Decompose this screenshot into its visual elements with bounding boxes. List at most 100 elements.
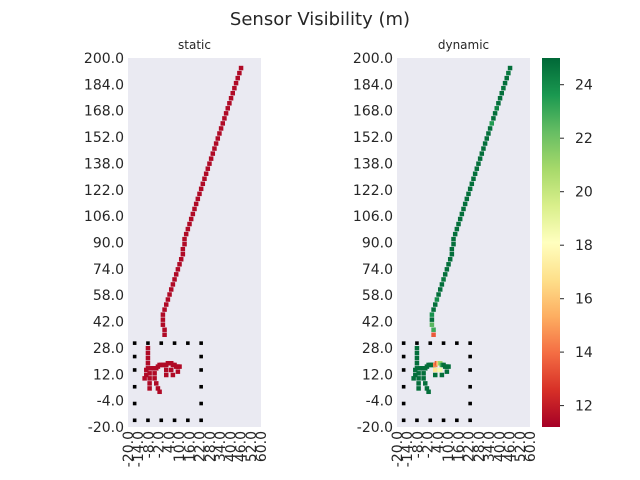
heatmap-cell: [182, 241, 187, 247]
marker-point: [186, 418, 190, 423]
heatmap-cell: [172, 277, 177, 282]
marker-point: [132, 368, 137, 372]
y-tick-label: 152.0: [353, 130, 393, 146]
marker-point: [199, 384, 203, 389]
x-tick-label: -2.0: [421, 431, 437, 458]
heatmap-cell: [494, 106, 499, 111]
heatmap-cell: [491, 116, 496, 121]
heatmap-cell: [145, 355, 151, 361]
marker-point: [132, 401, 137, 406]
marker-point: [159, 341, 164, 345]
heatmap-cell: [225, 106, 230, 111]
heatmap-cell: [145, 345, 151, 351]
heatmap-cell: [230, 90, 235, 96]
marker-point: [468, 368, 472, 372]
heatmap-cell: [180, 251, 186, 257]
y-tick-label: 28.0: [362, 341, 393, 357]
heatmap-cell: [469, 181, 475, 187]
x-tick-label: 52.0: [513, 431, 529, 462]
y-tick-label: 58.0: [93, 288, 124, 304]
heatmap-cell: [144, 367, 149, 373]
heatmap-cell: [215, 136, 221, 141]
dynamic-panel-title: dynamic: [438, 38, 489, 52]
y-tick-label: -20.0: [88, 420, 124, 436]
heatmap-cell: [168, 287, 174, 292]
y-tick-label: 28.0: [93, 341, 124, 357]
x-tick-label: -14.0: [400, 431, 416, 467]
heatmap-cell: [152, 371, 157, 376]
heatmap-cell: [213, 141, 219, 146]
heatmap-cell: [182, 236, 187, 242]
heatmap-cell: [432, 302, 438, 307]
y-tick-label: 58.0: [362, 288, 393, 304]
heatmap-cell: [476, 161, 481, 166]
dynamic-y-ticks: 200.0 184.0 168.0 152.0 138.0 122.0 106.0 90.0 7…: [353, 51, 393, 436]
heatmap-cell: [210, 151, 216, 156]
marker-point: [132, 418, 137, 423]
heatmap-cell: [198, 186, 204, 192]
heatmap-cell: [413, 367, 418, 373]
y-tick-label: 168.0: [353, 104, 393, 120]
heatmap-cell: [452, 231, 458, 237]
x-tick-label: -2.0: [152, 431, 168, 458]
heatmap-cell: [429, 317, 435, 322]
heatmap-cell: [467, 186, 473, 192]
heatmap-cell: [192, 206, 197, 212]
heatmap-cell: [449, 246, 455, 252]
marker-point: [441, 418, 446, 423]
y-tick-label: 200.0: [353, 51, 393, 67]
heatmap-cell: [432, 372, 438, 378]
heatmap-cell: [163, 372, 169, 378]
y-tick-label: 152.0: [84, 130, 124, 146]
heatmap-cell: [227, 101, 232, 106]
heatmap-cell: [426, 389, 431, 395]
heatmap-cell: [205, 166, 211, 171]
heatmap-cell: [449, 251, 455, 257]
marker-point: [455, 341, 459, 345]
y-tick-label: 138.0: [84, 156, 124, 172]
heatmap-cell: [436, 292, 441, 297]
heatmap-cell: [416, 376, 421, 381]
heatmap-cell: [147, 376, 152, 381]
y-tick-label: 184.0: [84, 77, 124, 93]
heatmap-cell: [237, 70, 242, 76]
x-tick-label: 4.0: [431, 431, 447, 453]
heatmap-cell: [416, 371, 421, 376]
marker-point: [132, 384, 137, 389]
heatmap-cell: [432, 367, 438, 373]
dynamic-cells: [411, 65, 513, 395]
heatmap-cell: [446, 262, 451, 267]
heatmap-cell: [202, 176, 207, 182]
heatmap-cell: [484, 136, 490, 141]
heatmap-cell: [506, 70, 511, 76]
marker-point: [428, 341, 433, 345]
marker-point: [146, 418, 150, 423]
heatmap-cell: [170, 372, 176, 378]
heatmap-cell: [456, 221, 461, 227]
marker-point: [455, 418, 459, 423]
static-panel-title: static: [178, 38, 211, 52]
y-tick-label: 42.0: [362, 315, 393, 331]
heatmap-cell: [413, 372, 418, 378]
heatmap-cell: [492, 111, 498, 116]
x-tick-label: -20.0: [390, 431, 406, 467]
heatmap-cell: [424, 386, 430, 391]
y-tick-label: 90.0: [93, 236, 124, 252]
heatmap-cell: [414, 361, 420, 366]
y-tick-label: 42.0: [93, 315, 124, 331]
colorbar-tick-label: 12: [575, 399, 593, 415]
heatmap-cell: [429, 322, 435, 327]
heatmap-cell: [163, 302, 169, 307]
heatmap-cell: [155, 386, 161, 391]
heatmap-cell: [190, 211, 196, 217]
heatmap-cell: [162, 332, 167, 337]
x-tick-label: 46.0: [234, 431, 250, 462]
heatmap-cell: [145, 350, 151, 356]
x-tick-label: 10.0: [441, 431, 457, 462]
heatmap-cell: [457, 216, 463, 222]
heatmap-cell: [144, 372, 149, 378]
dynamic-x-ticks: -20.0-14.0-8.0-2.04.010.016.022.028.034.…: [390, 431, 539, 467]
marker-point: [401, 418, 406, 423]
heatmap-cell: [173, 272, 179, 277]
heatmap-cell: [168, 367, 174, 373]
